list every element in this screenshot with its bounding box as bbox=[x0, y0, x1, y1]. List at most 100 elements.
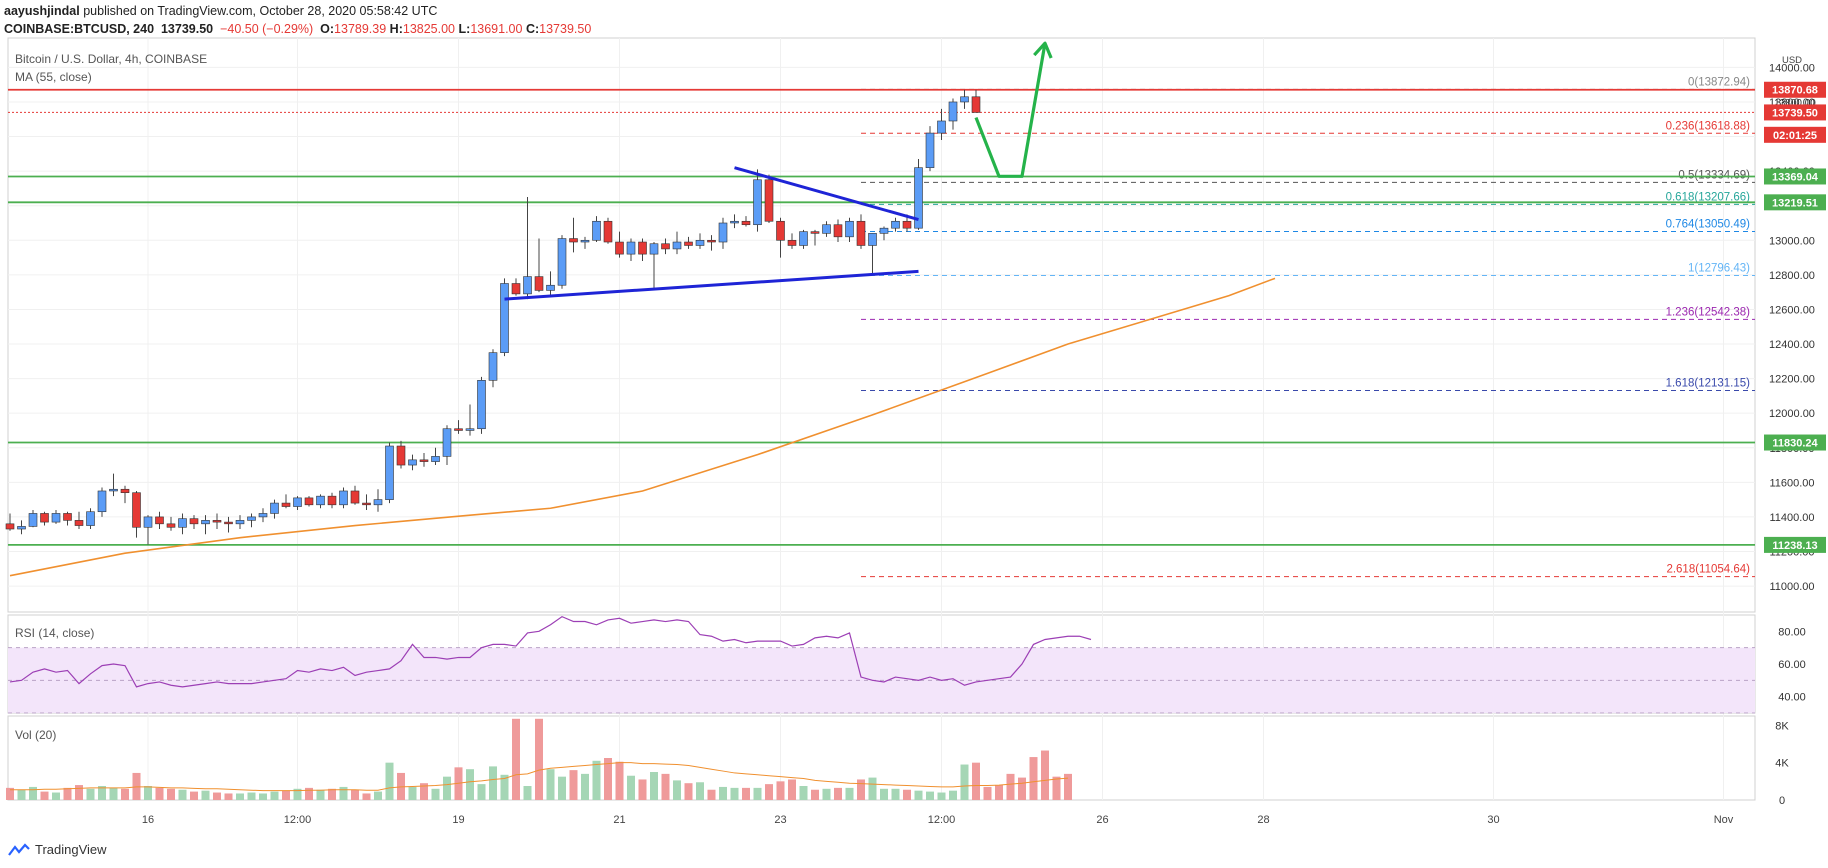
volume-bar bbox=[581, 773, 589, 800]
candle bbox=[799, 231, 808, 246]
time-tick-label: 19 bbox=[452, 814, 464, 826]
countdown-badge: 02:01:25 bbox=[1773, 130, 1817, 142]
price-tick-label: 12600.00 bbox=[1769, 304, 1815, 316]
candle bbox=[201, 520, 210, 525]
candle bbox=[615, 241, 624, 255]
volume-bar bbox=[1041, 750, 1049, 800]
volume-bar bbox=[960, 764, 969, 800]
volume-bar bbox=[569, 770, 578, 800]
candle bbox=[569, 238, 578, 243]
support-badge: 11830.24 bbox=[1772, 438, 1818, 450]
candle bbox=[580, 239, 590, 243]
candle bbox=[293, 497, 302, 507]
volume-bar bbox=[144, 786, 152, 800]
price-tick-label: 11000.00 bbox=[1769, 581, 1814, 593]
candle bbox=[937, 120, 946, 134]
volume-bar bbox=[1064, 773, 1072, 800]
symbol-name: COINBASE:BTCUSD, 240 bbox=[4, 22, 155, 36]
published-text: published on TradingView.com, October 28… bbox=[83, 4, 438, 18]
candle bbox=[948, 101, 958, 122]
fib-label-0.764: 0.764(13050.49) bbox=[1666, 219, 1751, 231]
candle bbox=[132, 492, 141, 528]
candle bbox=[28, 513, 38, 527]
candle bbox=[408, 459, 417, 466]
tradingview-brand[interactable]: TradingView bbox=[8, 842, 107, 857]
volume-bar bbox=[558, 776, 566, 800]
price-tick-label: 12000.00 bbox=[1769, 408, 1815, 420]
price-axis-mark: 13800.00 bbox=[1774, 98, 1816, 109]
volume-bar bbox=[903, 789, 911, 800]
volume-bar bbox=[776, 781, 785, 800]
support-badge-bg bbox=[1764, 434, 1826, 451]
low-value: 13691.00 bbox=[470, 22, 523, 36]
volume-bar bbox=[224, 793, 233, 800]
volume-bar bbox=[305, 787, 313, 800]
volume-bar bbox=[868, 777, 877, 800]
volume-bar bbox=[282, 790, 290, 800]
volume-bar bbox=[972, 762, 980, 800]
price-change: −40.50 (−0.29%) bbox=[220, 22, 314, 36]
candle bbox=[741, 220, 751, 226]
ma-legend: MA (55, close) bbox=[15, 70, 92, 84]
volume-bar bbox=[535, 718, 543, 800]
candle bbox=[557, 238, 567, 286]
fib-label-1: 1(12796.43) bbox=[1688, 262, 1750, 274]
volume-bar bbox=[914, 790, 923, 800]
candle bbox=[661, 243, 670, 250]
volume-bar bbox=[339, 786, 348, 800]
volume-bar bbox=[328, 788, 336, 800]
volume-bar bbox=[753, 787, 762, 800]
volume-bar bbox=[1018, 777, 1026, 800]
price-tick-label: 14000.00 bbox=[1769, 62, 1815, 74]
volume-bar bbox=[385, 762, 394, 800]
volume-bar bbox=[466, 769, 474, 800]
candle bbox=[385, 445, 394, 500]
candle bbox=[51, 513, 61, 523]
candle bbox=[477, 380, 486, 430]
candle bbox=[753, 179, 762, 226]
volume-bar bbox=[1006, 773, 1015, 800]
candle bbox=[511, 283, 521, 295]
candle bbox=[695, 239, 705, 246]
time-tick-label: 12:00 bbox=[928, 814, 956, 826]
candle bbox=[465, 428, 475, 431]
volume-bar bbox=[236, 793, 244, 800]
volume-bar bbox=[592, 760, 601, 800]
candle bbox=[5, 523, 15, 530]
volume-bar bbox=[891, 788, 900, 800]
candle bbox=[684, 241, 693, 246]
volume-bar bbox=[615, 761, 624, 800]
volume-bar bbox=[512, 718, 520, 800]
volume-bar bbox=[86, 788, 95, 800]
volume-tick-label: 0 bbox=[1779, 795, 1785, 807]
volume-bar bbox=[546, 769, 555, 800]
projection-arrow bbox=[974, 42, 1047, 178]
volume-bar bbox=[949, 790, 957, 800]
candle bbox=[822, 224, 831, 234]
candle bbox=[396, 445, 406, 466]
volume-bar bbox=[443, 776, 451, 800]
author-name[interactable]: aayushjindal bbox=[4, 4, 80, 18]
volume-bar bbox=[937, 792, 946, 800]
high-value: 13825.00 bbox=[402, 22, 456, 36]
volume-bar bbox=[500, 774, 509, 800]
candle bbox=[454, 428, 463, 431]
candle bbox=[281, 502, 291, 507]
candle bbox=[960, 96, 969, 103]
low-label: L: bbox=[458, 22, 471, 36]
volume-bar bbox=[1052, 776, 1061, 800]
price-tick-label: 13000.00 bbox=[1769, 235, 1815, 247]
candle bbox=[178, 518, 187, 528]
volume-bar bbox=[420, 783, 428, 800]
volume-bar bbox=[408, 786, 417, 800]
candle bbox=[868, 233, 877, 246]
volume-bar bbox=[213, 792, 221, 800]
time-tick-label: 28 bbox=[1257, 814, 1269, 826]
support-badge: 13369.04 bbox=[1772, 171, 1819, 183]
volume-tick-label: 4K bbox=[1775, 758, 1789, 770]
candle bbox=[235, 520, 245, 525]
volume-bar bbox=[707, 789, 716, 800]
volume-bar bbox=[834, 787, 842, 800]
candle bbox=[764, 179, 774, 222]
